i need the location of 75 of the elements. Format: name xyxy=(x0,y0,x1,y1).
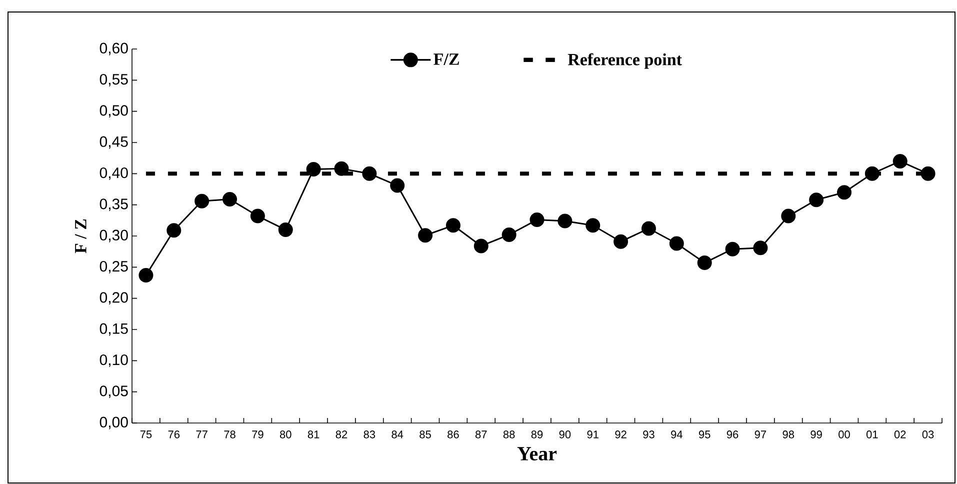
point xyxy=(586,218,600,233)
point xyxy=(418,228,433,243)
point xyxy=(138,268,154,283)
x-tick-label: 85 xyxy=(420,430,431,438)
y-tick-label: 0,15 xyxy=(100,323,128,336)
x-tick-label: 80 xyxy=(280,430,292,438)
x-tick-label: 00 xyxy=(838,430,850,438)
x-tick-label: 78 xyxy=(224,430,236,438)
x-tick-label: 90 xyxy=(559,430,571,438)
x-tick-label: 91 xyxy=(587,430,598,438)
point xyxy=(892,154,908,168)
point xyxy=(614,234,628,249)
x-tick-label: 01 xyxy=(866,430,878,438)
x-tick-label: 89 xyxy=(531,430,543,438)
x-tick-label: 03 xyxy=(922,430,934,438)
x-tick-label: 83 xyxy=(364,430,376,438)
x-tick-label: 79 xyxy=(252,430,264,438)
y-tick-label: 0,20 xyxy=(100,292,128,305)
x-tick-label: 86 xyxy=(448,430,459,438)
x-tick-label: 94 xyxy=(671,430,682,438)
point xyxy=(781,208,796,224)
y-tick-label: 0,55 xyxy=(100,74,128,86)
point xyxy=(669,236,684,251)
y-tick-label: 0,50 xyxy=(100,105,128,118)
point xyxy=(250,208,265,224)
x-tick-label: 97 xyxy=(754,430,766,438)
point xyxy=(753,240,768,256)
x-tick-label: 98 xyxy=(782,430,794,438)
x-tick-label: 02 xyxy=(894,430,906,438)
point xyxy=(837,185,852,200)
x-tick-label: 99 xyxy=(810,430,822,438)
point xyxy=(864,166,880,181)
y-tick-label: 0,30 xyxy=(100,230,128,242)
x-tick-label: 75 xyxy=(140,430,152,438)
point xyxy=(362,166,377,181)
point xyxy=(474,238,488,254)
point xyxy=(222,192,238,206)
point xyxy=(334,161,349,176)
x-tick-label: 92 xyxy=(615,430,626,438)
point xyxy=(641,221,656,236)
point xyxy=(446,218,460,233)
legend-label: F/Z xyxy=(434,54,459,65)
x-tick-label: 84 xyxy=(392,430,404,438)
point xyxy=(306,162,321,177)
y-tick-label: 0,25 xyxy=(100,260,128,274)
x-tick-label: 87 xyxy=(476,430,487,438)
x-tick-label: 76 xyxy=(168,430,180,438)
point xyxy=(530,212,544,228)
point xyxy=(920,166,936,181)
y-tick-label: 0,35 xyxy=(100,198,128,212)
point xyxy=(278,222,293,238)
legend-label: Reference point xyxy=(568,53,682,69)
point xyxy=(697,256,712,270)
y-axis-title: F / Z xyxy=(75,219,86,254)
point xyxy=(502,228,516,242)
point xyxy=(809,192,824,208)
y-tick-label: 0,45 xyxy=(100,136,128,149)
x-tick-label: 88 xyxy=(503,430,515,438)
x-tick-label: 77 xyxy=(196,430,208,438)
point xyxy=(725,242,740,256)
point xyxy=(166,223,182,238)
y-tick-label: 0,00 xyxy=(100,416,128,430)
point xyxy=(194,194,210,208)
x-tick-label: 93 xyxy=(643,430,654,438)
x-tick-label: 95 xyxy=(698,430,710,438)
y-tick-label: 0,60 xyxy=(100,42,128,56)
point xyxy=(558,214,572,228)
x-tick-label: 81 xyxy=(308,430,320,438)
x-tick-label: 82 xyxy=(336,430,348,438)
y-tick-label: 0,40 xyxy=(100,167,128,180)
x-tick-label: 96 xyxy=(726,430,738,438)
x-axis-title: Year xyxy=(517,447,557,460)
point xyxy=(390,178,405,193)
y-tick-label: 0,10 xyxy=(100,354,128,367)
y-tick-label: 0,05 xyxy=(100,386,128,398)
